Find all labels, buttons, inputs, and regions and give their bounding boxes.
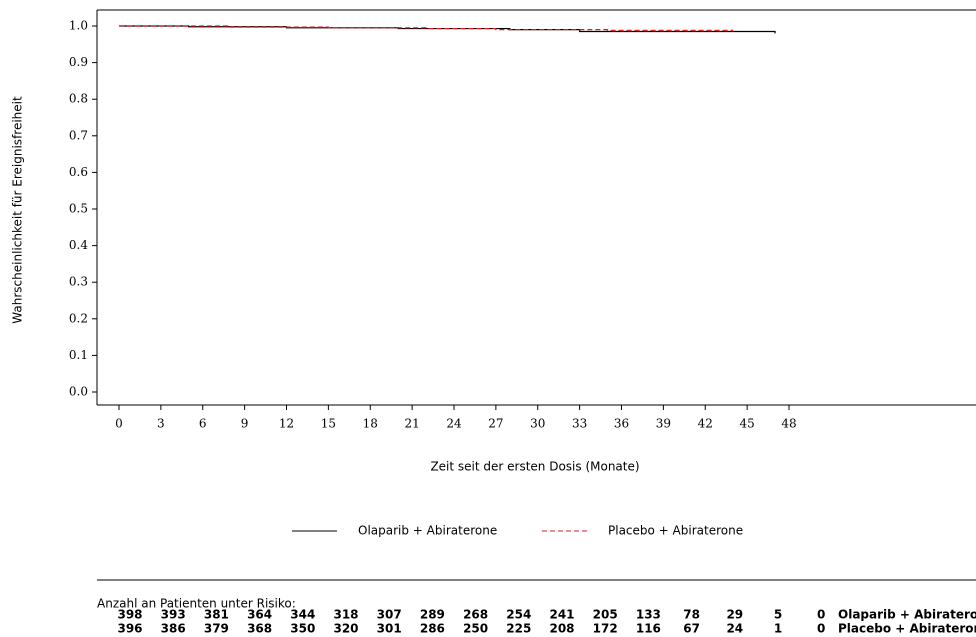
y-tick-label: 0.7 <box>69 128 88 142</box>
risk-count: 381 <box>204 608 229 622</box>
risk-count: 350 <box>290 622 315 636</box>
risk-count: 78 <box>683 608 700 622</box>
x-tick-label: 48 <box>781 417 796 431</box>
y-tick-label: 0.1 <box>69 348 88 362</box>
risk-count: 289 <box>420 608 445 622</box>
risk-count: 250 <box>463 622 488 636</box>
risk-count: 344 <box>290 608 315 622</box>
x-axis-label: Zeit seit der ersten Dosis (Monate) <box>430 460 639 474</box>
x-tick-label: 39 <box>656 417 671 431</box>
y-tick-label: 1.0 <box>69 19 88 33</box>
risk-count: 396 <box>117 622 142 636</box>
risk-count: 5 <box>774 608 782 622</box>
risk-count: 133 <box>636 608 661 622</box>
y-axis-label: Wahrscheinlichkeit für Ereignisfreiheit <box>11 96 25 324</box>
y-tick-label: 0.0 <box>69 385 88 399</box>
y-tick-label: 0.9 <box>69 55 88 69</box>
y-tick-label: 0.4 <box>69 238 88 252</box>
risk-count: 1 <box>774 622 782 636</box>
risk-row-label: Placebo + Abiraterone <box>838 622 976 636</box>
legend-label: Olaparib + Abiraterone <box>358 524 497 538</box>
y-tick-label: 0.2 <box>69 311 88 325</box>
x-tick-label: 27 <box>488 417 503 431</box>
risk-count: 254 <box>506 608 531 622</box>
risk-count: 0 <box>817 622 825 636</box>
y-tick-label: 0.5 <box>69 202 88 216</box>
x-tick-label: 3 <box>157 417 165 431</box>
km-curve <box>119 25 776 34</box>
risk-count: 29 <box>726 608 743 622</box>
x-tick-label: 0 <box>115 417 123 431</box>
risk-count: 67 <box>683 622 700 636</box>
risk-count: 318 <box>333 608 358 622</box>
risk-count: 116 <box>636 622 661 636</box>
x-tick-label: 15 <box>321 417 336 431</box>
y-tick-label: 0.6 <box>69 165 88 179</box>
risk-title: Anzahl an Patienten unter Risiko: <box>97 597 296 611</box>
risk-count: 225 <box>506 622 531 636</box>
risk-count: 24 <box>726 622 743 636</box>
legend-label: Placebo + Abiraterone <box>608 524 743 538</box>
x-tick-label: 30 <box>530 417 545 431</box>
x-tick-label: 42 <box>698 417 713 431</box>
risk-count: 307 <box>377 608 402 622</box>
risk-count: 364 <box>247 608 272 622</box>
risk-count: 386 <box>161 622 186 636</box>
x-tick-label: 12 <box>279 417 294 431</box>
risk-count: 268 <box>463 608 488 622</box>
risk-count: 398 <box>117 608 142 622</box>
risk-count: 172 <box>593 622 618 636</box>
x-tick-label: 9 <box>241 417 249 431</box>
risk-count: 241 <box>549 608 574 622</box>
km-curve <box>119 25 734 31</box>
y-tick-label: 0.8 <box>69 92 88 106</box>
x-tick-label: 24 <box>446 417 462 431</box>
risk-row-label: Olaparib + Abiraterone <box>838 608 976 622</box>
x-tick-label: 18 <box>363 417 378 431</box>
risk-count: 320 <box>333 622 358 636</box>
x-tick-label: 36 <box>614 417 629 431</box>
risk-count: 0 <box>817 608 825 622</box>
risk-count: 286 <box>420 622 445 636</box>
x-tick-label: 33 <box>572 417 587 431</box>
risk-count: 208 <box>549 622 574 636</box>
x-tick-label: 6 <box>199 417 207 431</box>
x-tick-label: 45 <box>739 417 754 431</box>
y-tick-label: 0.3 <box>69 275 88 289</box>
risk-count: 301 <box>377 622 402 636</box>
risk-count: 205 <box>593 608 618 622</box>
risk-count: 379 <box>204 622 229 636</box>
risk-count: 393 <box>161 608 186 622</box>
x-tick-label: 21 <box>404 417 419 431</box>
risk-count: 368 <box>247 622 272 636</box>
